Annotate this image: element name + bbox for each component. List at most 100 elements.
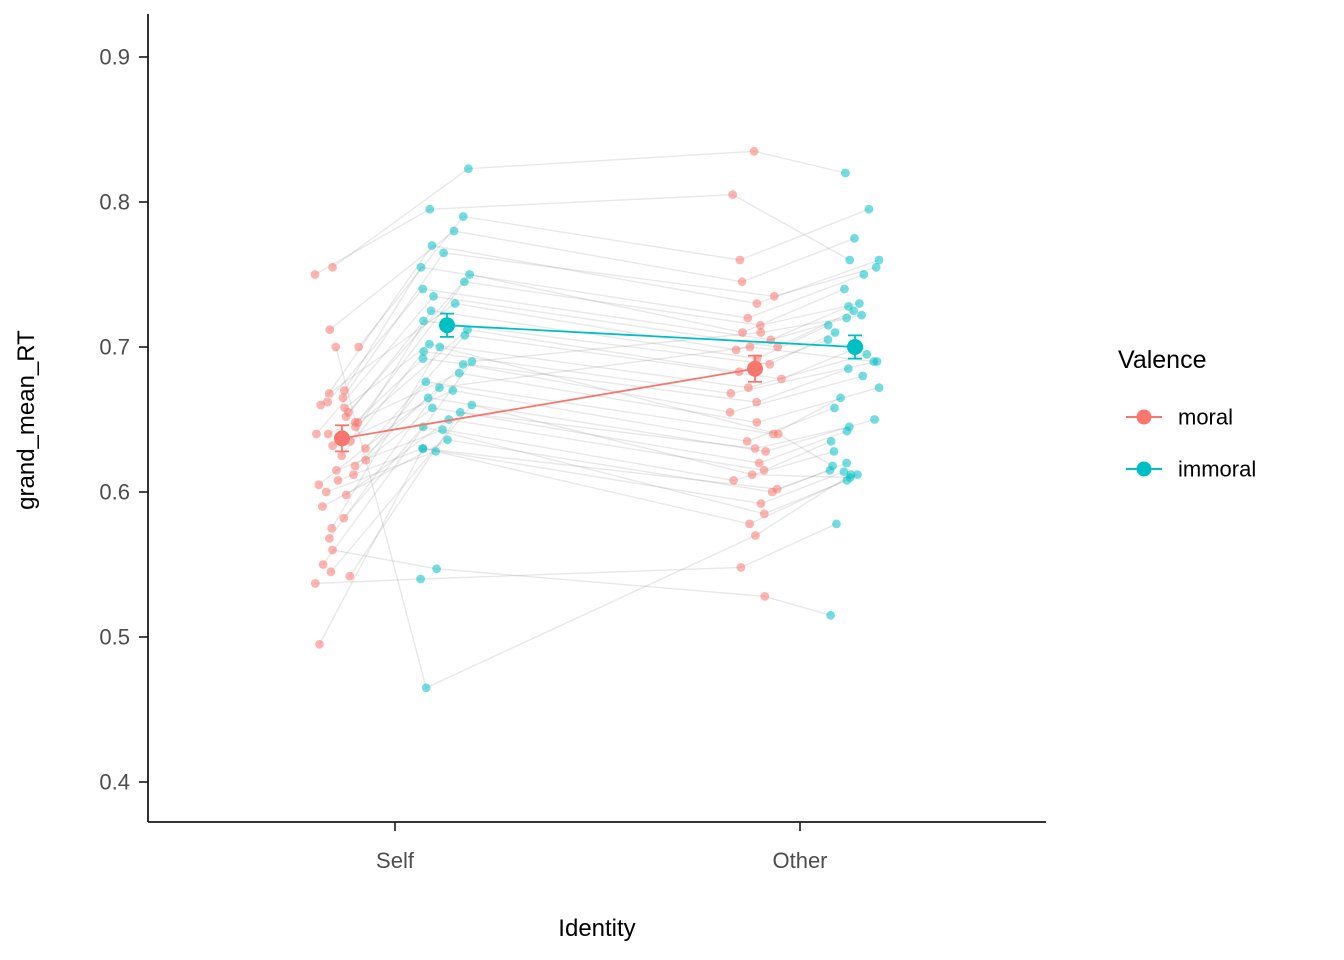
immoral-data-point [826,436,836,446]
moral-data-point [738,328,747,337]
immoral-data-point [857,310,866,320]
immoral-data-point [855,299,864,308]
subject-line [335,346,852,689]
immoral-data-point [465,270,474,279]
subject-line [315,523,837,585]
y-axis-title: grand_mean_RT [13,330,40,510]
subject-line [365,407,848,464]
immoral-data-point [463,164,473,174]
immoral-data-point [435,342,445,352]
moral-data-point [752,397,761,407]
moral-mean-point [747,360,763,377]
moral-data-point [340,403,349,413]
moral-data-point [341,490,351,500]
x-tick-labels: Self Other [376,848,827,873]
moral-data-point [321,487,331,497]
immoral-data-point [823,320,833,330]
moral-data-point [773,429,783,439]
immoral-data-point [874,255,884,265]
moral-data-point [765,360,775,369]
moral-data-point [726,389,736,398]
subject-line [349,411,850,577]
subject-line [345,320,836,418]
immoral-data-point [425,204,435,214]
moral-data-point [316,400,326,410]
moral-data-point [354,342,364,352]
legend: Valence moral immoral [1118,346,1256,482]
immoral-data-point [871,262,881,272]
moral-data-point [324,389,334,398]
immoral-data-point [425,339,434,349]
immoral-data-point [416,262,426,272]
moral-data-point [325,534,334,543]
immoral-data-point [421,377,431,387]
subject-line [315,295,855,435]
moral-data-point [350,418,360,427]
moral-data-point [328,545,337,555]
immoral-data-point [825,465,835,475]
subject-line [332,389,835,447]
subject-line [336,428,835,482]
moral-data-point [777,374,786,384]
moral-data-point [736,563,746,572]
subject-line [343,266,865,391]
moral-mean-line [341,367,756,440]
moral-data-point [318,560,328,569]
immoral-data-point [416,574,425,584]
immoral-data-point [830,403,839,413]
moral-data-point [333,476,343,485]
moral-data-point [751,531,760,540]
immoral-data-point [427,403,437,413]
immoral-data-point [829,447,839,456]
immoral-key-point-icon [1136,461,1152,477]
points-layer [310,146,884,693]
moral-data-point [729,476,738,485]
moral-key-point-icon [1136,409,1152,425]
moral-data-point [312,429,321,439]
moral-data-point [323,429,333,439]
legend-label-immoral: immoral [1178,457,1256,482]
moral-data-point [341,412,351,421]
subject-line [354,357,849,423]
immoral-data-point [870,415,879,424]
moral-data-point [750,444,760,453]
moral-data-point [744,383,753,392]
subject-line [341,350,878,457]
x-tick-label-other: Other [772,848,827,873]
moral-data-point [759,509,769,519]
immoral-data-point [458,360,468,369]
y-tick-label: 0.7 [99,335,130,360]
immoral-data-point [439,248,448,258]
moral-data-point [755,320,765,330]
moral-data-point [745,519,754,529]
immoral-data-point [826,610,836,620]
subject-line [352,381,841,476]
subject-line [329,230,855,331]
immoral-data-point [846,470,856,479]
immoral-data-point [435,383,444,392]
immoral-data-point [460,331,470,340]
immoral-mean-line [446,324,856,348]
subject-line [332,549,831,616]
immoral-data-point [832,519,841,529]
legend-item-moral: moral [1126,405,1233,430]
moral-data-point [769,291,779,301]
subject-line [364,334,860,449]
immoral-data-point [460,277,469,287]
subject-line [358,208,870,348]
immoral-data-point [438,425,447,435]
summary-layer [334,312,863,453]
immoral-data-point [842,313,852,323]
immoral-data-point [419,316,428,326]
moral-data-point [759,465,769,475]
moral-data-point [756,499,766,508]
subject-line [322,314,862,565]
axes [139,14,1046,831]
moral-mean-point [334,430,350,447]
subject-line [349,310,829,442]
subject-line [354,363,863,467]
immoral-data-point [418,284,428,294]
subject-line [328,302,847,394]
moral-data-point [752,299,762,308]
